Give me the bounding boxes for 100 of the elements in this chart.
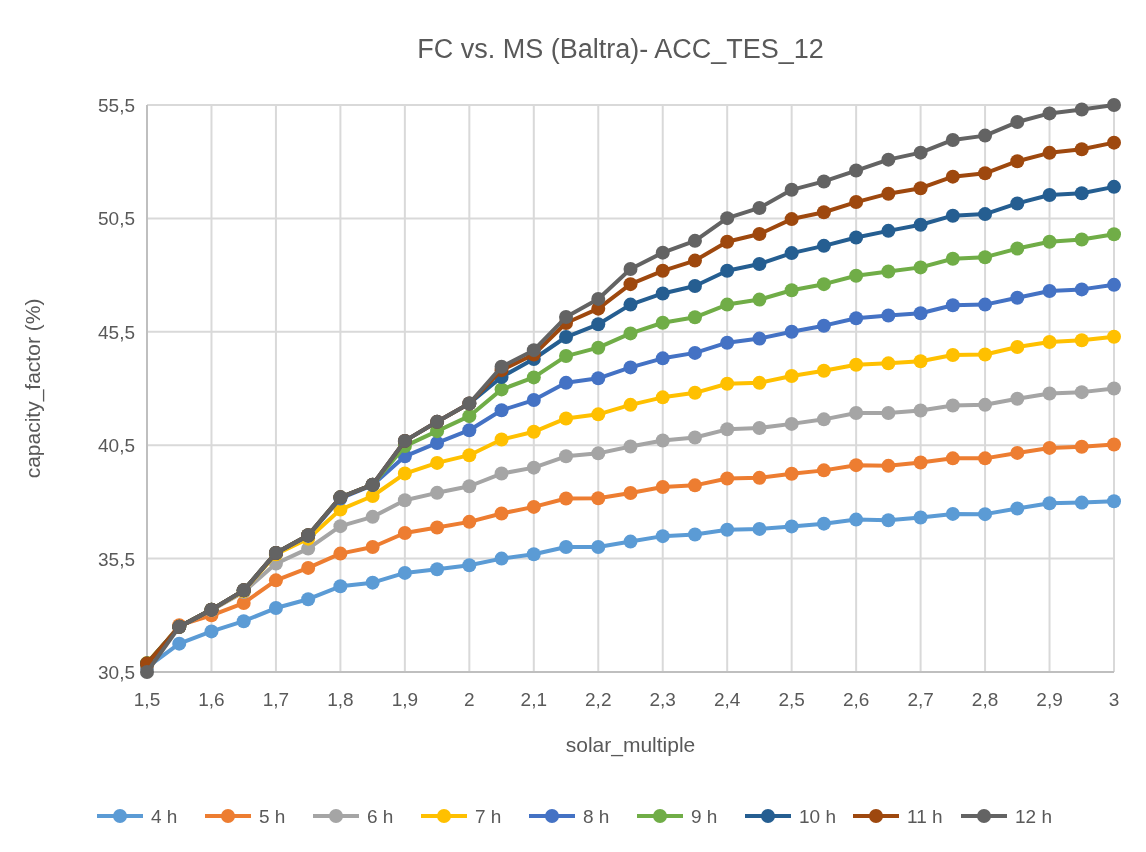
- point: [236, 614, 251, 629]
- point: [526, 343, 541, 358]
- point: [1042, 234, 1057, 249]
- point: [526, 393, 541, 408]
- legend-label: 9 h: [691, 806, 718, 827]
- point: [978, 347, 993, 362]
- legend-label: 10 h: [799, 806, 836, 827]
- point: [720, 522, 735, 537]
- legend-label: 7 h: [475, 806, 502, 827]
- point: [301, 560, 316, 575]
- point: [430, 435, 445, 450]
- point: [881, 223, 896, 238]
- point: [591, 446, 606, 461]
- point: [816, 318, 831, 333]
- point: [720, 422, 735, 437]
- point: [655, 245, 670, 260]
- point: [526, 370, 541, 385]
- point: [881, 356, 896, 371]
- point: [784, 212, 799, 227]
- point: [687, 278, 702, 293]
- point: [1010, 154, 1025, 169]
- point: [494, 382, 509, 397]
- point: [849, 458, 864, 473]
- point: [913, 510, 928, 525]
- x-tick-label: 2,2: [585, 689, 612, 710]
- point: [655, 390, 670, 405]
- point: [720, 335, 735, 350]
- x-tick-label: 1,6: [198, 689, 225, 710]
- point: [978, 128, 993, 143]
- point: [1074, 142, 1089, 157]
- point: [687, 345, 702, 360]
- point: [494, 551, 509, 566]
- point: [655, 315, 670, 330]
- point: [1074, 102, 1089, 117]
- point: [397, 493, 412, 508]
- point: [1042, 145, 1057, 160]
- point: [559, 540, 574, 555]
- point: [526, 499, 541, 514]
- point: [462, 514, 477, 529]
- point: [978, 507, 993, 522]
- chart-title: FC vs. MS (Baltra)- ACC_TES_12: [417, 34, 824, 64]
- point: [978, 397, 993, 412]
- point: [945, 398, 960, 413]
- point: [784, 182, 799, 197]
- point: [816, 363, 831, 378]
- point: [687, 430, 702, 445]
- point: [1107, 277, 1121, 292]
- point: [1042, 440, 1057, 455]
- point: [655, 479, 670, 494]
- point: [978, 207, 993, 222]
- point: [881, 186, 896, 201]
- point: [333, 546, 348, 561]
- point: [1107, 227, 1121, 242]
- point: [1010, 115, 1025, 130]
- point: [816, 412, 831, 427]
- point: [881, 405, 896, 420]
- point: [720, 376, 735, 391]
- x-tick-label: 1,5: [133, 689, 161, 710]
- point: [559, 349, 574, 364]
- point: [494, 466, 509, 481]
- point: [1010, 241, 1025, 256]
- point: [140, 665, 154, 679]
- point: [849, 405, 864, 420]
- point: [752, 420, 767, 435]
- point: [687, 310, 702, 325]
- point: [720, 234, 735, 249]
- point: [430, 455, 445, 470]
- point: [655, 529, 670, 544]
- y-axis-title: capacity_factor (%): [21, 298, 45, 479]
- point: [913, 217, 928, 232]
- point: [816, 174, 831, 189]
- point: [1107, 135, 1121, 150]
- x-axis-title: solar_multiple: [565, 733, 696, 757]
- point: [462, 479, 477, 494]
- point: [1107, 381, 1121, 396]
- point: [945, 169, 960, 184]
- point: [720, 211, 735, 226]
- point: [849, 163, 864, 178]
- x-tick-label: 2,6: [842, 689, 870, 710]
- point: [1042, 335, 1057, 350]
- point: [687, 478, 702, 493]
- point: [655, 433, 670, 448]
- point: [333, 579, 348, 594]
- point: [623, 439, 638, 454]
- y-tick-label: 50,5: [98, 208, 135, 230]
- point: [1074, 495, 1089, 510]
- legend-label: 11 h: [907, 806, 943, 827]
- point: [301, 592, 316, 607]
- point: [978, 250, 993, 265]
- point: [752, 200, 767, 215]
- point: [752, 256, 767, 271]
- x-tick-label: 1,9: [391, 689, 419, 710]
- point: [978, 297, 993, 312]
- point: [752, 292, 767, 307]
- point: [462, 558, 477, 573]
- point: [591, 340, 606, 355]
- point: [881, 264, 896, 279]
- point: [720, 263, 735, 278]
- point: [1010, 290, 1025, 305]
- point: [816, 205, 831, 220]
